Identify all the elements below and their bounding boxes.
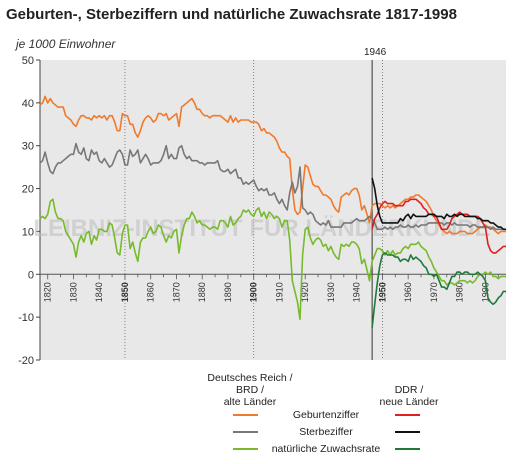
legend-group-east-line2: neue Länder <box>380 396 439 408</box>
series-line-0 <box>39 95 506 235</box>
x-tick-label: 1840 <box>94 282 104 302</box>
x-tick-label: 1900 <box>249 282 259 302</box>
series-lines <box>39 95 506 328</box>
x-tick-label: 1970 <box>429 282 439 302</box>
x-axis: 1820 1830 1840 1850 1860 1870 1880 1890 1900 1910… <box>43 274 499 302</box>
series-line-3 <box>371 198 506 254</box>
x-tick-label: 1980 <box>455 282 465 302</box>
x-tick-label: 1880 <box>197 282 207 302</box>
legend-label-death: Sterbeziffer <box>299 426 353 438</box>
x-tick-label: 1960 <box>403 282 413 302</box>
chart-title: Geburten-, Sterbeziffern und natürliche … <box>6 6 457 23</box>
x-tick-label: 1950 <box>377 282 387 302</box>
x-tick-label: 1830 <box>68 282 78 302</box>
plot-area <box>40 60 506 360</box>
y-axis: -20 -10 0 10 20 30 40 50 <box>18 55 506 367</box>
series-line-1 <box>39 142 506 231</box>
y-tick-label: 40 <box>22 98 34 110</box>
watermark: LEIBNIZ-INSTITUT FÜR LÄNDERKUNDE <box>33 215 490 242</box>
x-tick-label: 1860 <box>146 282 156 302</box>
dotted-gridlines <box>124 60 383 360</box>
legend-group-west-line2: BRD / <box>236 384 264 396</box>
legend-group-west-line3: alte Länder <box>224 396 277 408</box>
legend-label-growth: natürliche Zuwachsrate <box>272 443 381 455</box>
x-tick-label: 1990 <box>480 282 490 302</box>
legend-group-west-line1: Deutsches Reich / <box>207 372 292 384</box>
y-tick-label: 0 <box>28 269 34 281</box>
legend-label-birth: Geburtenziffer <box>293 409 360 421</box>
x-tick-label: 1890 <box>223 282 233 302</box>
x-tick-label: 1930 <box>326 282 336 302</box>
y-tick-label: 20 <box>22 184 34 196</box>
legend: Deutsches Reich / BRD / alte Länder DDR … <box>207 372 439 455</box>
series-line-4 <box>371 177 506 231</box>
y-tick-label: 10 <box>22 226 34 238</box>
x-tick-label: 1940 <box>352 282 362 302</box>
x-tick-label: 1820 <box>43 282 53 302</box>
x-tick-label: 1850 <box>120 282 130 302</box>
unit-label: je 1000 Einwohner <box>14 37 116 51</box>
y-tick-label: -10 <box>18 312 34 324</box>
series-line-5 <box>371 252 506 328</box>
series-line-2 <box>39 198 506 321</box>
legend-group-east-line1: DDR / <box>395 384 424 396</box>
y-tick-label: 30 <box>22 141 34 153</box>
x-tick-label: 1920 <box>300 282 310 302</box>
y-tick-label: -20 <box>18 355 34 367</box>
year-1946-label: 1946 <box>364 47 387 58</box>
x-tick-label: 1870 <box>171 282 181 302</box>
x-tick-label: 1910 <box>274 282 284 302</box>
y-tick-label: 50 <box>22 55 34 67</box>
